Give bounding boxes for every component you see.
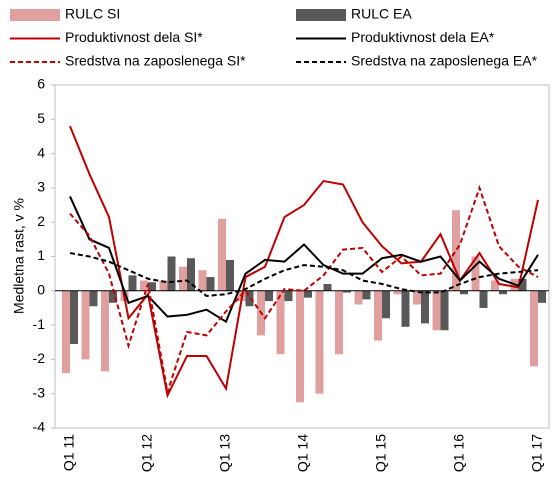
line [69, 196, 539, 324]
bar [101, 290, 109, 372]
y-tick-label: 6 [37, 76, 45, 92]
x-tick-label: Q1 12 [139, 434, 155, 472]
x-tick-label: Q1 17 [529, 434, 545, 472]
bar [70, 290, 78, 344]
bar [538, 290, 546, 303]
bar [354, 290, 363, 305]
bar [265, 290, 273, 302]
bar [128, 275, 137, 291]
y-tick-label: -4 [33, 419, 46, 435]
bar [413, 290, 421, 305]
bar [304, 290, 312, 298]
y-tick-label: -1 [33, 316, 46, 332]
bar [62, 290, 70, 374]
bar [245, 290, 254, 307]
bar [471, 256, 480, 291]
bar [140, 280, 148, 291]
x-tick-label: Q1 16 [451, 434, 467, 472]
x-tick-label: Q1 15 [373, 434, 389, 472]
legend-label: RULC EA [351, 6, 412, 22]
x-tick-label: Q1 13 [217, 434, 233, 472]
bar [530, 290, 538, 367]
legend-label: Sredstva na zaposlenega EA* [351, 53, 538, 69]
bar [374, 290, 382, 341]
bar [421, 290, 429, 324]
x-tick-label: Q1 14 [295, 434, 311, 472]
y-tick-label: -2 [33, 350, 46, 366]
bar [401, 290, 410, 327]
bar [452, 210, 460, 291]
bar [179, 266, 187, 291]
bar [499, 290, 507, 295]
bar [440, 290, 449, 331]
y-tick-label: 0 [37, 282, 45, 298]
bar [89, 290, 98, 307]
bar [159, 280, 168, 291]
bar [198, 270, 207, 291]
legend-swatch [296, 9, 346, 21]
legend-swatch [10, 9, 60, 21]
y-tick-label: 1 [37, 247, 45, 263]
legend-label: RULC SI [65, 6, 120, 22]
bar [432, 290, 441, 331]
y-tick-label: 4 [37, 144, 45, 160]
bar [518, 278, 527, 291]
y-tick-label: 2 [37, 213, 45, 229]
legend-label: Produktivnost dela SI* [65, 29, 203, 45]
bar [315, 290, 324, 394]
bar [479, 290, 488, 308]
bar [343, 290, 351, 293]
bar [109, 290, 117, 303]
legend-label: Sredstva na zaposlenega SI* [65, 53, 246, 69]
x-tick-label: Q1 11 [61, 434, 77, 471]
bar [362, 290, 371, 300]
y-axis-title: Medletna rast, v % [11, 198, 27, 314]
bar [226, 259, 234, 291]
bar [284, 290, 293, 302]
line [69, 252, 539, 297]
bar [460, 290, 468, 295]
line [69, 184, 539, 393]
bar [491, 280, 499, 291]
bar [218, 218, 226, 291]
bar [323, 283, 332, 291]
bar [81, 290, 90, 360]
bar [296, 290, 304, 403]
y-tick-label: -3 [33, 384, 46, 400]
bar [206, 277, 215, 291]
y-tick-label: 5 [37, 110, 45, 126]
bar [187, 258, 195, 291]
bar [335, 290, 343, 355]
bar [276, 290, 285, 355]
bar [167, 256, 176, 291]
bar [393, 290, 402, 295]
bar [382, 290, 390, 319]
legend-label: Produktivnost dela EA* [351, 29, 495, 45]
bar [148, 282, 156, 291]
y-tick-label: 3 [37, 179, 45, 195]
